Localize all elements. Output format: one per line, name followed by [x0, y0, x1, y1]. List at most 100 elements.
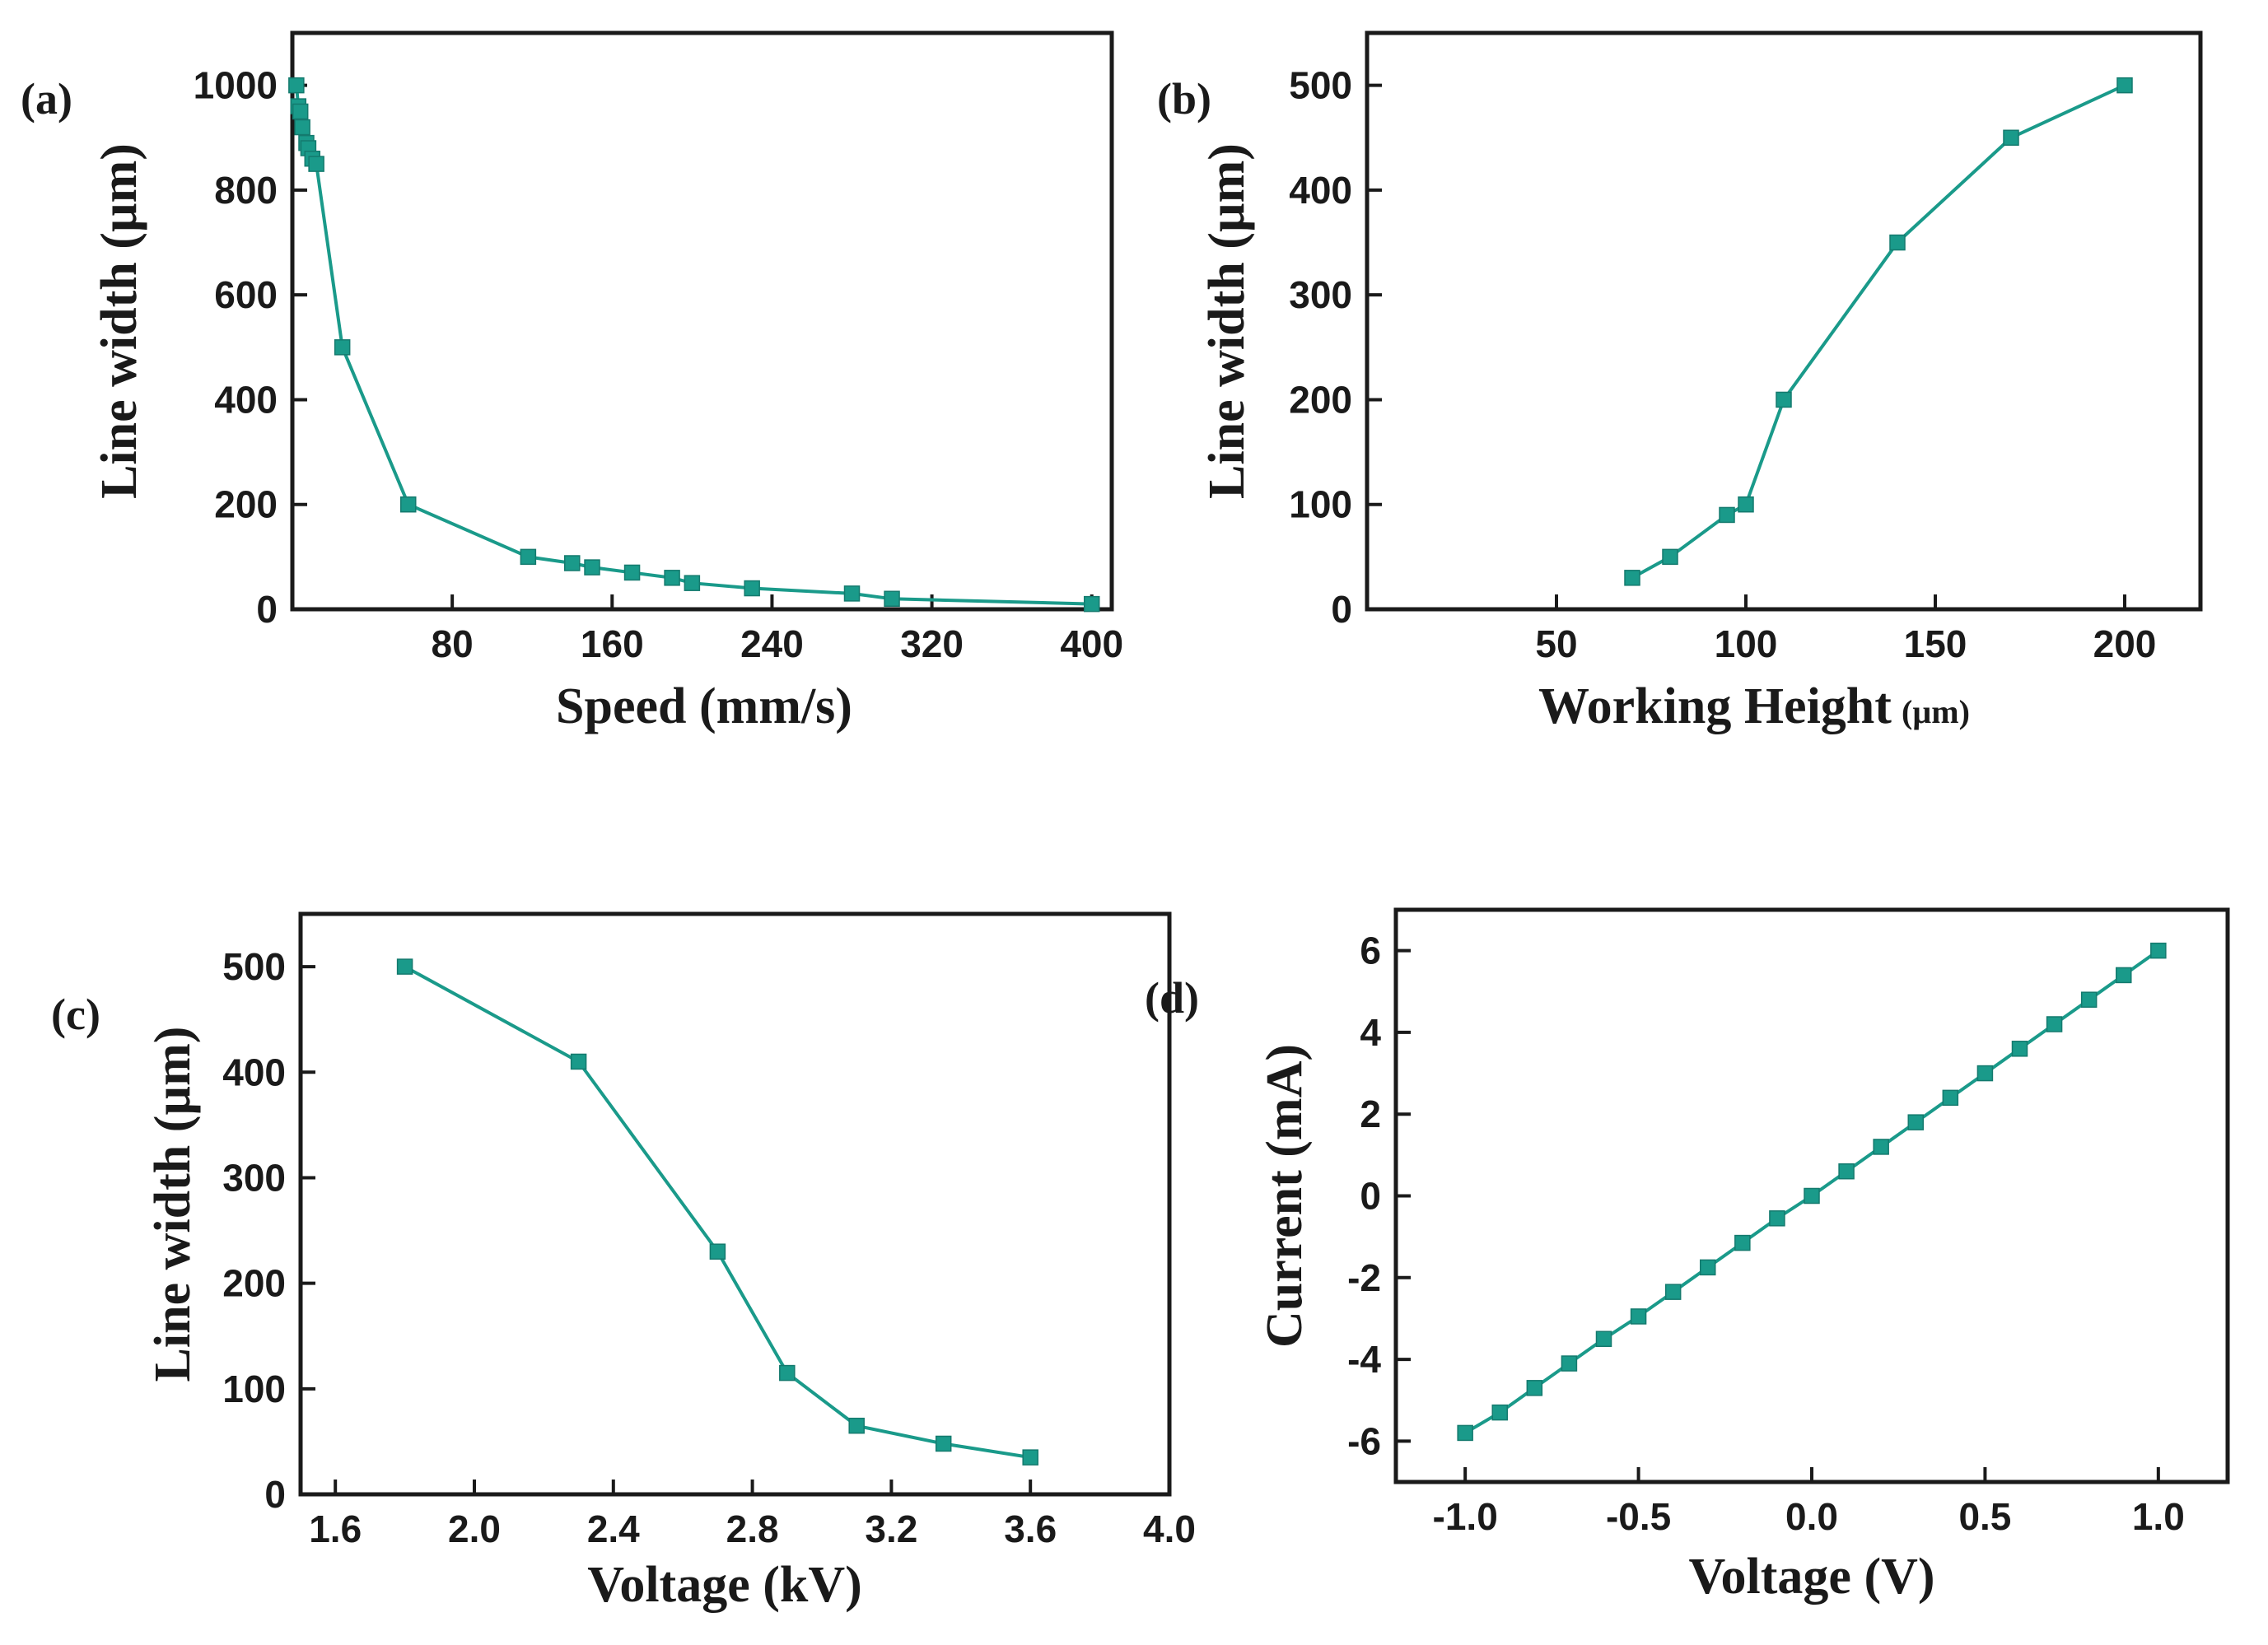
- y-tick-label-b: 200: [1289, 378, 1352, 421]
- y-tick-label-b: 100: [1289, 483, 1352, 526]
- data-point-d: [1769, 1210, 1785, 1227]
- data-point-d: [2011, 1041, 2028, 1057]
- data-point-a: [308, 156, 324, 172]
- x-tick-label-c: 2.4: [587, 1508, 640, 1550]
- x-tick-label-c: 2.8: [726, 1508, 779, 1550]
- x-tick-label-d: 0.0: [1785, 1495, 1838, 1538]
- y-tick-label-c: 100: [222, 1368, 286, 1410]
- data-point-c: [1022, 1449, 1038, 1466]
- data-point-d: [1873, 1139, 1889, 1155]
- data-point-b: [2116, 77, 2133, 94]
- data-point-b: [2003, 129, 2019, 147]
- x-tick-label-a: 160: [581, 622, 644, 665]
- data-point-b: [1889, 234, 1906, 251]
- y-tick-label-d: -2: [1347, 1256, 1381, 1299]
- data-point-d: [1630, 1308, 1647, 1325]
- data-point-a: [520, 548, 537, 566]
- data-point-c: [709, 1243, 726, 1260]
- y-tick-label-b: 500: [1289, 64, 1352, 107]
- panel-b-working-height-vs-line-width: (b) 50 100 150 200 0 100 200 300 400 500 Working H…: [1157, 30, 2203, 734]
- data-point-b: [1776, 391, 1792, 408]
- x-axis-title-unit-b: (µm): [1902, 693, 1970, 730]
- x-axis-title-b: Working Height (µm): [1538, 678, 1970, 734]
- y-tick-label-a: 0: [256, 588, 278, 631]
- data-point-a: [843, 585, 861, 602]
- data-point-a: [292, 103, 309, 120]
- data-point-a: [294, 119, 310, 136]
- data-point-a: [400, 496, 417, 513]
- data-point-b: [1662, 548, 1678, 566]
- x-tick-label-a: 80: [432, 622, 474, 665]
- data-point-c: [848, 1417, 865, 1434]
- x-tick-label-c: 3.6: [1004, 1508, 1057, 1550]
- y-tick-label-d: -4: [1347, 1338, 1381, 1381]
- data-point-d: [1734, 1234, 1751, 1251]
- y-tick-label-c: 0: [264, 1473, 286, 1516]
- x-tick-label-a: 320: [900, 622, 964, 665]
- data-point-d: [1804, 1187, 1820, 1205]
- y-tick-label-b: 300: [1289, 273, 1352, 316]
- data-point-d: [1457, 1424, 1473, 1442]
- y-tick-label-a: 1000: [194, 64, 278, 107]
- x-tick-label-c: 4.0: [1143, 1508, 1196, 1550]
- x-tick-label-d: 1.0: [2132, 1495, 2185, 1538]
- x-axis-title-d: Voltage (V): [1688, 1549, 1934, 1605]
- y-axis-title-b: Line width (µm): [1199, 143, 1255, 499]
- x-tick-label-d: -1.0: [1433, 1495, 1498, 1538]
- y-axis-title-a: Line width (µm): [91, 143, 147, 499]
- x-axis-title-a: Speed (mm/s): [556, 678, 852, 734]
- series-line-b: [1631, 83, 2126, 580]
- x-tick-label-b: 50: [1535, 622, 1577, 665]
- data-point-d: [2046, 1016, 2063, 1032]
- panel-c-voltage-kv-vs-line-width: (c) 1.6 2.0 2.4 2.8 3.2 3.6 4.0 0 100 200 300 400 50…: [51, 911, 1196, 1613]
- plot-frame-a: [290, 30, 1114, 612]
- y-axis-title-d: Current (mA): [1257, 1044, 1313, 1348]
- data-point-a: [623, 564, 641, 581]
- y-tick-label-b: 400: [1289, 169, 1352, 212]
- panel-d-label: (d): [1145, 973, 1199, 1023]
- data-point-a: [744, 580, 760, 597]
- x-axis-title-c: Voltage (kV): [587, 1557, 862, 1613]
- data-point-a: [334, 339, 351, 356]
- y-tick-label-d: 4: [1360, 1011, 1381, 1054]
- data-point-b: [1719, 506, 1735, 524]
- y-tick-label-d: 0: [1360, 1175, 1381, 1218]
- x-axis-title-text-c: Voltage (kV): [587, 1557, 862, 1613]
- plot-frame-b: [1365, 30, 2203, 612]
- x-tick-label-a: 240: [740, 622, 804, 665]
- data-point-d: [1942, 1089, 1959, 1107]
- data-point-a: [1083, 595, 1100, 613]
- data-point-d: [1976, 1065, 1994, 1082]
- x-tick-label-d: 0.5: [1958, 1495, 2011, 1538]
- data-point-d: [1561, 1355, 1578, 1372]
- panel-a-label: (a): [21, 74, 72, 123]
- x-tick-label-c: 3.2: [865, 1508, 917, 1550]
- y-tick-label-d: -6: [1347, 1419, 1381, 1462]
- y-tick-label-b: 0: [1331, 588, 1352, 631]
- data-point-c: [779, 1364, 796, 1382]
- x-tick-label-b: 100: [1715, 622, 1778, 665]
- data-point-d: [1700, 1259, 1716, 1276]
- series-line-a: [294, 85, 1092, 606]
- data-point-d: [1491, 1404, 1508, 1421]
- y-tick-label-a: 800: [214, 169, 278, 212]
- x-tick-label-c: 2.0: [448, 1508, 501, 1550]
- y-tick-label-c: 200: [222, 1262, 286, 1305]
- y-tick-label-c: 400: [222, 1051, 286, 1093]
- data-point-c: [935, 1435, 952, 1452]
- data-point-d: [2080, 991, 2098, 1008]
- data-point-c: [396, 958, 413, 975]
- data-point-d: [1838, 1163, 1855, 1180]
- y-tick-label-a: 200: [214, 483, 278, 526]
- data-point-a: [564, 555, 581, 571]
- series-line-c: [404, 965, 1031, 1460]
- data-point-d: [1664, 1284, 1682, 1300]
- data-point-d: [1907, 1114, 1924, 1130]
- y-tick-label-d: 6: [1360, 930, 1381, 972]
- panel-d-current-vs-voltage: (d) -1.0 -0.5 0.0 0.5 1.0 -6 -4 -2 0 2 4 6 Voltage (…: [1145, 907, 2230, 1605]
- y-tick-label-c: 500: [222, 945, 286, 988]
- data-point-d: [2150, 942, 2167, 959]
- y-tick-label-a: 400: [214, 378, 278, 421]
- y-tick-label-d: 2: [1360, 1093, 1381, 1135]
